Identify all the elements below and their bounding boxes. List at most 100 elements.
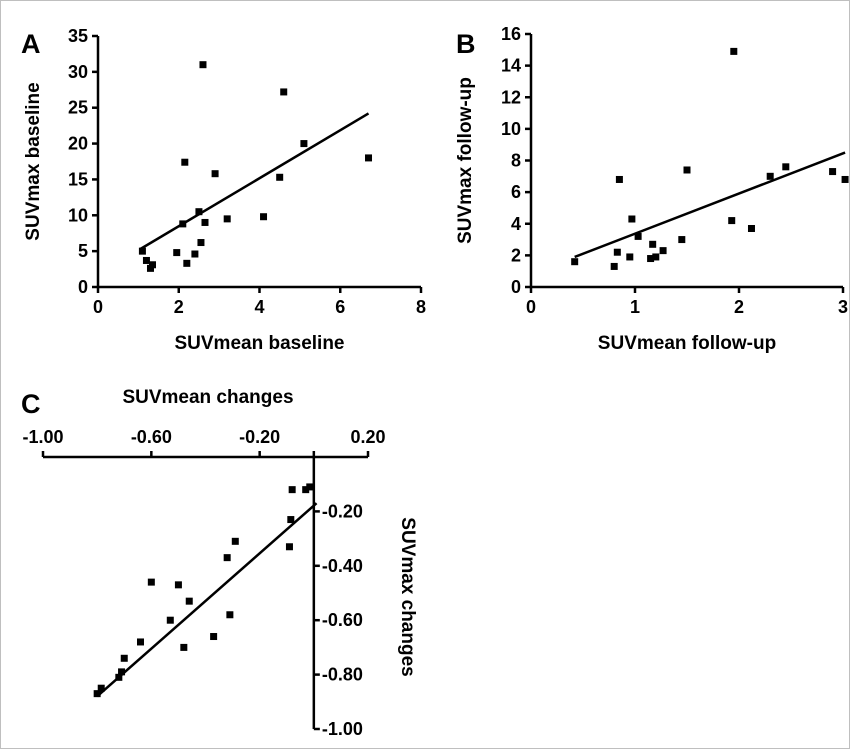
- panel-c-data-point: [185, 597, 193, 605]
- panel-a-data-point: [280, 88, 288, 96]
- panel-a-data-point: [181, 158, 189, 166]
- panel-c-x-tick-label: -1.00: [22, 427, 63, 447]
- panel-a-data-point: [191, 250, 199, 258]
- panel-b-y-tick-label: 10: [501, 119, 521, 139]
- panel-a-x-tick-label: 4: [254, 297, 264, 317]
- panel-a-y-tick-label: 0: [78, 277, 88, 297]
- panel-a-data-point: [179, 220, 187, 228]
- panel-a-data-point: [211, 170, 219, 178]
- panel-c-y-tick-label: -1.00: [322, 719, 363, 739]
- panel-b-x-tick-label: 1: [630, 297, 640, 317]
- panel-b-trendline: [574, 151, 846, 259]
- panel-c-x-tick-label: 0.20: [350, 427, 385, 447]
- panel-a-y-tick-label: 15: [68, 169, 88, 189]
- panel-c-y-tick-label: -0.80: [322, 665, 363, 685]
- panel-b-data-point: [613, 248, 621, 256]
- panel-b-data-point: [678, 236, 686, 244]
- panel-b-y-tick-label: 8: [511, 151, 521, 171]
- panel-b-data-point: [730, 47, 738, 55]
- panel-c-x-tick-label: -0.20: [239, 427, 280, 447]
- panel-b-data-point: [766, 172, 774, 180]
- panel-a-data-point: [276, 173, 284, 181]
- panel-b-data-point: [659, 247, 667, 255]
- panel-c-data-point: [226, 611, 234, 619]
- panel-a-data-point: [173, 249, 181, 257]
- panel-c-data-point: [288, 486, 296, 494]
- panel-a-trendline: [139, 112, 370, 251]
- panel-b-letter: B: [456, 29, 476, 59]
- panel-c-data-point: [93, 690, 101, 698]
- panel-c-data-point: [174, 581, 182, 589]
- panel-a-x-tick-label: 2: [174, 297, 184, 317]
- panel-b-y-tick-label: 2: [511, 245, 521, 265]
- panel-b-y-tick-label: 6: [511, 182, 521, 202]
- panel-b-data-point: [683, 166, 691, 174]
- panel-c-y-tick-label: -0.40: [322, 556, 363, 576]
- panel-a-x-tick-label: 8: [416, 297, 426, 317]
- panel-b-data-point: [647, 255, 655, 263]
- panel-c-trendline: [96, 502, 318, 698]
- panel-b-data-point: [841, 175, 849, 183]
- panel-b-y-tick-label: 4: [511, 214, 521, 234]
- panel-b-x-tick-label: 2: [734, 297, 744, 317]
- panel-a-data-point: [201, 218, 209, 226]
- panel-c-data-point: [147, 578, 155, 586]
- panel-c-data-point: [223, 554, 231, 562]
- panel-c-data-point: [285, 543, 293, 551]
- panel-b-y-tick-label: 16: [501, 24, 521, 44]
- panel-b-data-point: [571, 258, 579, 266]
- panel-c-data-point: [231, 537, 239, 545]
- panel-c-data-point: [118, 668, 126, 676]
- panel-a-data-point: [365, 154, 373, 162]
- panel-a-letter: A: [21, 29, 41, 59]
- panel-b-data-point: [634, 232, 642, 240]
- panel-b-y-tick-label: 12: [501, 87, 521, 107]
- panel-c-data-point: [180, 643, 188, 651]
- panel-c-y-axis-title: SUVmax changes: [397, 517, 418, 676]
- panel-a-y-tick-label: 30: [68, 62, 88, 82]
- panel-a-y-tick-label: 5: [78, 241, 88, 261]
- panel-a-data-point: [197, 239, 205, 247]
- panel-a-y-axis-title: SUVmax baseline: [23, 82, 44, 240]
- panel-a-data-point: [300, 140, 308, 148]
- panel-c-data-point: [302, 486, 310, 494]
- panel-a-data-point: [183, 259, 191, 267]
- panel-c-y-tick-label: -0.60: [322, 610, 363, 630]
- panel-c-data-point: [115, 673, 123, 681]
- panel-b-x-axis-title: SUVmean follow-up: [598, 333, 776, 354]
- panel-c-data-point: [210, 633, 218, 641]
- panel-a-y-tick-label: 10: [68, 205, 88, 225]
- panel-c-y-tick-label: -0.20: [322, 501, 363, 521]
- panel-a-data-point: [142, 256, 150, 264]
- panel-b-x-tick-label: 0: [526, 297, 536, 317]
- panel-a-y-tick-label: 20: [68, 134, 88, 154]
- panel-c-data-point: [306, 483, 314, 491]
- panel-b-x-tick-label: 3: [838, 297, 848, 317]
- panel-c-data-point: [137, 638, 144, 646]
- panel-b-y-axis-title: SUVmax follow-up: [455, 77, 476, 244]
- panel-b-y-tick-label: 14: [501, 56, 521, 76]
- panel-a-x-tick-label: 0: [93, 297, 103, 317]
- panel-a-data-point: [138, 247, 146, 255]
- panel-a-y-tick-label: 35: [68, 26, 88, 46]
- panel-a-data-point: [260, 213, 268, 221]
- panel-b-data-point: [628, 215, 636, 223]
- panel-c-x-tick-label: -0.60: [131, 427, 172, 447]
- panel-a-data-point: [223, 215, 231, 223]
- panel-b-data-point: [829, 168, 837, 176]
- panel-b-data-point: [615, 175, 623, 183]
- panel-b-data-point: [649, 240, 657, 248]
- panel-c-data-point: [97, 684, 105, 692]
- panel-b-y-tick-label: 0: [511, 277, 521, 297]
- panel-c-x-axis-title: SUVmean changes: [122, 387, 293, 408]
- panel-b-data-point: [626, 253, 634, 261]
- panel-c-letter: C: [21, 389, 41, 419]
- panel-a-data-point: [195, 208, 203, 216]
- panel-b-data-point: [782, 163, 790, 171]
- panel-a-data-point: [146, 264, 154, 272]
- panel-c-data-point: [287, 516, 295, 524]
- panel-a-x-tick-label: 6: [335, 297, 345, 317]
- panel-a-data-point: [199, 61, 207, 69]
